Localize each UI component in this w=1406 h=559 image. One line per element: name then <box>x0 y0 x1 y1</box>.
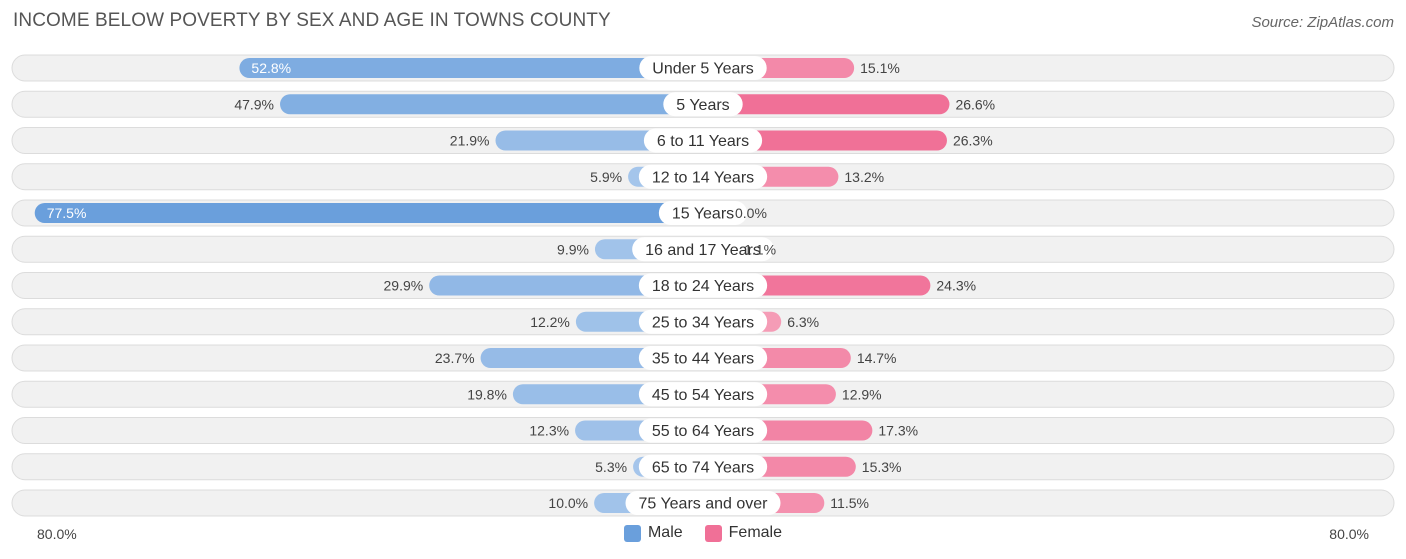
category-pill <box>638 454 768 479</box>
category-pill <box>643 128 763 153</box>
legend-item-male[interactable]: Male <box>623 524 683 542</box>
category-pill <box>625 491 781 515</box>
value-label-female: 6.3% <box>787 314 819 330</box>
value-label-male: 9.9% <box>557 241 589 257</box>
category-label: 15 Years <box>672 206 734 223</box>
value-label-male: 52.8% <box>251 60 291 76</box>
value-label-male: 12.3% <box>529 423 569 439</box>
bar-row: 25 to 34 Years 12.2% 6.3% <box>11 308 1395 336</box>
category-pill <box>639 56 767 80</box>
bar-row: 55 to 64 Years 12.3% 17.3% <box>11 417 1395 444</box>
bar-male <box>429 275 703 296</box>
legend-swatch-male <box>623 524 641 542</box>
bar-row: 5 Years 47.9% 26.6% <box>11 90 1395 118</box>
legend-item-female[interactable]: Female <box>704 524 783 542</box>
value-label-female: 17.3% <box>878 423 918 439</box>
value-label-male: 19.8% <box>467 386 507 402</box>
value-label-male: 23.7% <box>435 350 475 366</box>
legend-label-female: Female <box>728 524 783 541</box>
value-label-female: 15.1% <box>860 60 900 76</box>
bar-row: 75 Years and over 10.0% 11.5% <box>11 489 1395 517</box>
value-label-female: 26.6% <box>955 96 995 112</box>
category-label: 6 to 11 Years <box>657 133 749 150</box>
bar-male <box>280 94 703 115</box>
value-label-female: 11.5% <box>830 495 869 511</box>
value-label-male: 77.5% <box>47 205 87 221</box>
category-label: 25 to 34 Years <box>652 314 754 331</box>
value-label-male: 5.9% <box>590 169 622 185</box>
category-label: 75 Years and over <box>639 496 769 513</box>
legend: Male Female <box>0 524 1406 542</box>
value-label-female: 15.3% <box>862 459 902 475</box>
bar-female <box>703 94 950 115</box>
bar-row: Under 5 Years 52.8% 15.1% <box>11 54 1395 82</box>
category-label: 35 to 44 Years <box>652 351 754 368</box>
legend-swatch-female <box>704 524 722 542</box>
value-label-male: 47.9% <box>234 96 274 112</box>
value-label-male: 10.0% <box>548 495 588 511</box>
axis-label-left: 80.0% <box>37 526 77 542</box>
category-pill <box>638 382 768 407</box>
value-label-female: 12.9% <box>842 386 882 402</box>
source-label: Source: ZipAtlas.com <box>1251 14 1394 31</box>
category-pill <box>638 309 768 334</box>
bar-female <box>703 130 947 151</box>
category-pill <box>632 237 774 262</box>
axis-label-right: 80.0% <box>1329 526 1369 542</box>
bar-row: 15 Years 77.5% 0.0% <box>11 199 1395 227</box>
category-pill <box>638 346 768 370</box>
bar-row: 6 to 11 Years 21.9% 26.3% <box>11 127 1395 154</box>
category-pill <box>638 273 768 298</box>
bar-row: 12 to 14 Years 5.9% 13.2% <box>11 163 1395 191</box>
chart-area: Under 5 Years 52.8% 15.1% 5 Years 47.9% 26.6%… <box>11 54 1395 517</box>
value-label-female: 0.0% <box>735 205 767 221</box>
category-pill <box>658 201 748 225</box>
bar-row: 35 to 44 Years 23.7% 14.7% <box>11 344 1395 372</box>
category-label: 18 to 24 Years <box>652 278 754 295</box>
bar-row: 65 to 74 Years 5.3% 15.3% <box>11 453 1395 481</box>
category-label: 55 to 64 Years <box>652 423 754 440</box>
value-label-female: 14.7% <box>857 350 897 366</box>
chart-title: INCOME BELOW POVERTY BY SEX AND AGE IN T… <box>13 10 611 31</box>
value-label-female: 13.2% <box>844 169 884 185</box>
category-pill <box>638 418 768 443</box>
value-label-female: 1.1% <box>744 241 776 257</box>
category-label: 5 Years <box>676 97 729 114</box>
legend-label-male: Male <box>647 524 683 541</box>
category-label: Under 5 Years <box>652 61 753 78</box>
bar-row: 45 to 54 Years 19.8% 12.9% <box>11 380 1395 408</box>
category-label: 16 and 17 Years <box>645 242 761 259</box>
bar-row: 16 and 17 Years 9.9% 1.1% <box>11 235 1395 263</box>
bar-row: 18 to 24 Years 29.9% 24.3% <box>11 272 1395 299</box>
category-pill <box>638 164 768 189</box>
value-label-male: 29.9% <box>384 278 424 294</box>
value-label-male: 5.3% <box>595 459 627 475</box>
value-label-male: 21.9% <box>450 133 490 149</box>
category-label: 45 to 54 Years <box>652 387 754 404</box>
category-label: 12 to 14 Years <box>652 169 754 186</box>
value-label-female: 24.3% <box>936 278 976 294</box>
bar-male <box>239 58 704 78</box>
bar-male <box>34 203 703 223</box>
category-pill <box>663 92 743 117</box>
value-label-female: 26.3% <box>953 133 993 149</box>
category-label: 65 to 74 Years <box>652 459 754 476</box>
value-label-male: 12.2% <box>530 314 570 330</box>
